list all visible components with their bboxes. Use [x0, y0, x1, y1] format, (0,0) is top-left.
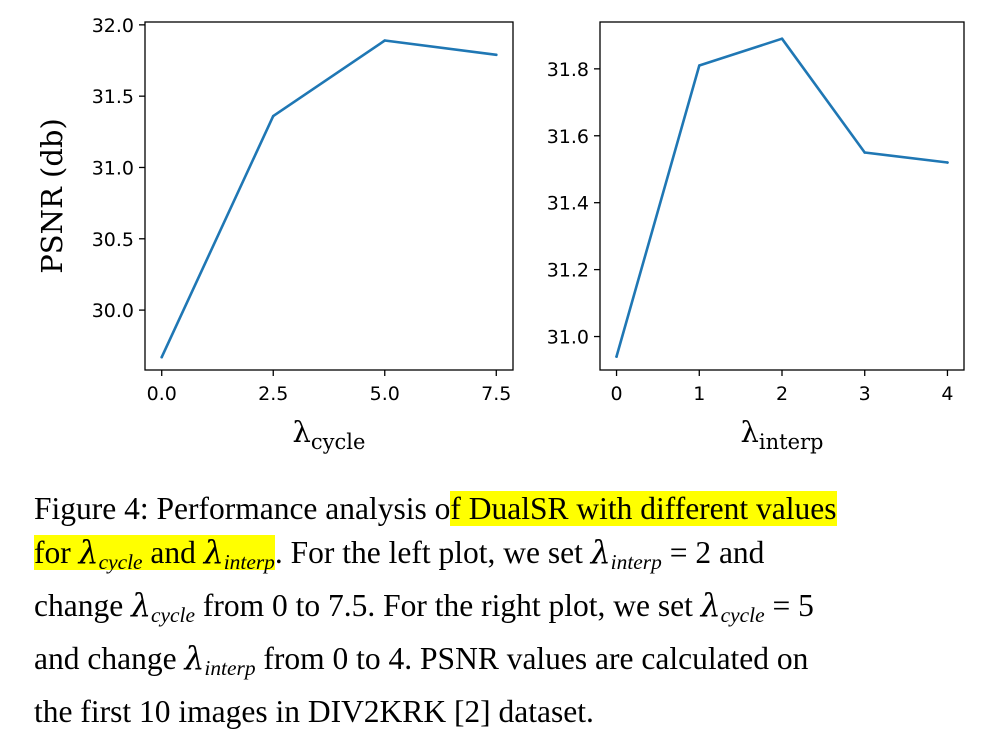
caption-text: and: [142, 535, 204, 570]
series-line: [615, 37, 949, 358]
x-axis-label-subscript: cycle: [311, 430, 366, 454]
y-tick-label: 31.5: [92, 86, 134, 108]
lambda-symbol: λ: [590, 535, 611, 571]
x-axis-label-symbol: λ: [741, 415, 759, 449]
lambda-symbol: λ: [203, 535, 224, 571]
caption-text: the first 10 images in DIV2KRK [2] datas…: [34, 693, 594, 729]
y-tick-label: 31.8: [547, 59, 589, 81]
lambda-subscript: cycle: [151, 602, 195, 627]
lambda-symbol: λ: [700, 587, 721, 624]
y-tick-label: 31.0: [92, 157, 134, 179]
caption-highlight: for λcycle and λinterp: [34, 535, 275, 574]
y-tick-label: 30.0: [92, 300, 134, 322]
caption-text: from 0 to 7.5. For the right plot, we se…: [195, 587, 701, 623]
caption-highlight: f DualSR with different values: [450, 491, 837, 526]
data-point: [271, 114, 275, 118]
data-point: [946, 161, 949, 164]
caption-text: for: [34, 535, 79, 570]
x-tick-label: 1: [693, 383, 705, 405]
x-tick-label: 3: [859, 383, 871, 405]
lambda-subscript: interp: [610, 549, 662, 574]
data-point: [494, 53, 498, 57]
x-tick-label: 0: [610, 383, 622, 405]
caption-line-1: Figure 4: Performance analysis of DualSR…: [34, 487, 986, 531]
data-point: [160, 355, 164, 359]
y-tick-label: 31.4: [547, 193, 589, 215]
data-point: [863, 151, 867, 154]
lambda-subscript: cycle: [98, 549, 143, 574]
figure-charts: 0.0 2.5 5.0 7.530.030.531.031.532.0λcyclePS…: [35, 15, 965, 454]
series-line: [160, 39, 498, 359]
caption-text: Performance analysis o: [148, 491, 451, 526]
x-tick-label: 7.5: [481, 383, 511, 405]
caption-text: = 2 and: [661, 535, 765, 570]
data-point: [780, 37, 784, 41]
caption-text: . For the left plot, we set: [274, 535, 591, 570]
x-axis-label: λinterp: [741, 415, 824, 454]
y-tick-label: 31.2: [547, 260, 589, 282]
axes-frame: [599, 21, 965, 371]
y-axis-label: PSNR (db): [35, 118, 69, 274]
y-tick-label: 31.6: [547, 126, 589, 148]
caption-line-4: and change λinterp from 0 to 4. PSNR val…: [34, 637, 986, 690]
data-point: [697, 64, 701, 67]
data-point: [615, 355, 618, 358]
caption-line-5: the first 10 images in DIV2KRK [2] datas…: [34, 690, 986, 734]
caption-text: from 0 to 4. PSNR values are calculated …: [255, 640, 809, 676]
x-tick-label: 4: [941, 383, 953, 405]
y-tick-label: 30.5: [92, 229, 134, 251]
caption-line-3: change λcycle from 0 to 7.5. For the rig…: [34, 584, 986, 637]
lambda-symbol: λ: [131, 587, 152, 624]
lambda-subscript: cycle: [720, 602, 765, 627]
right-plot: 0 1 2 3 4 31.0 31.2 31.4 31.6 31.8 λinterp: [547, 21, 965, 454]
x-tick-label: 0.0: [147, 383, 177, 405]
x-axis-label-subscript: interp: [759, 430, 824, 454]
left-plot: 0.0 2.5 5.0 7.5 30.0 30.5 31.0 31.5 32.0 λcycle PS…: [35, 15, 514, 454]
caption-figure-label: Figure 4:: [34, 491, 149, 526]
lambda-symbol: λ: [78, 535, 99, 571]
y-tick-label: 32.0: [92, 15, 134, 37]
x-tick-label: 2.5: [258, 383, 288, 405]
lambda-subscript: interp: [204, 655, 256, 680]
x-tick-label: 5.0: [370, 383, 400, 405]
lambda-subscript: interp: [223, 549, 275, 574]
caption-text: change: [34, 587, 132, 623]
y-tick-label: 31.0: [547, 327, 589, 349]
x-axis-label-symbol: λ: [293, 415, 311, 449]
x-tick-label: 2: [776, 383, 788, 405]
caption-line-2: for λcycle and λinterp. For the left plo…: [34, 531, 986, 584]
caption-text: = 5: [764, 587, 814, 623]
axes-frame: [144, 21, 514, 371]
x-axis-label: λcycle: [293, 415, 366, 454]
caption-text: and change: [34, 640, 185, 676]
figure-caption: Figure 4: Performance analysis of DualSR…: [34, 487, 986, 734]
data-point: [383, 39, 387, 42]
lambda-symbol: λ: [184, 640, 205, 677]
